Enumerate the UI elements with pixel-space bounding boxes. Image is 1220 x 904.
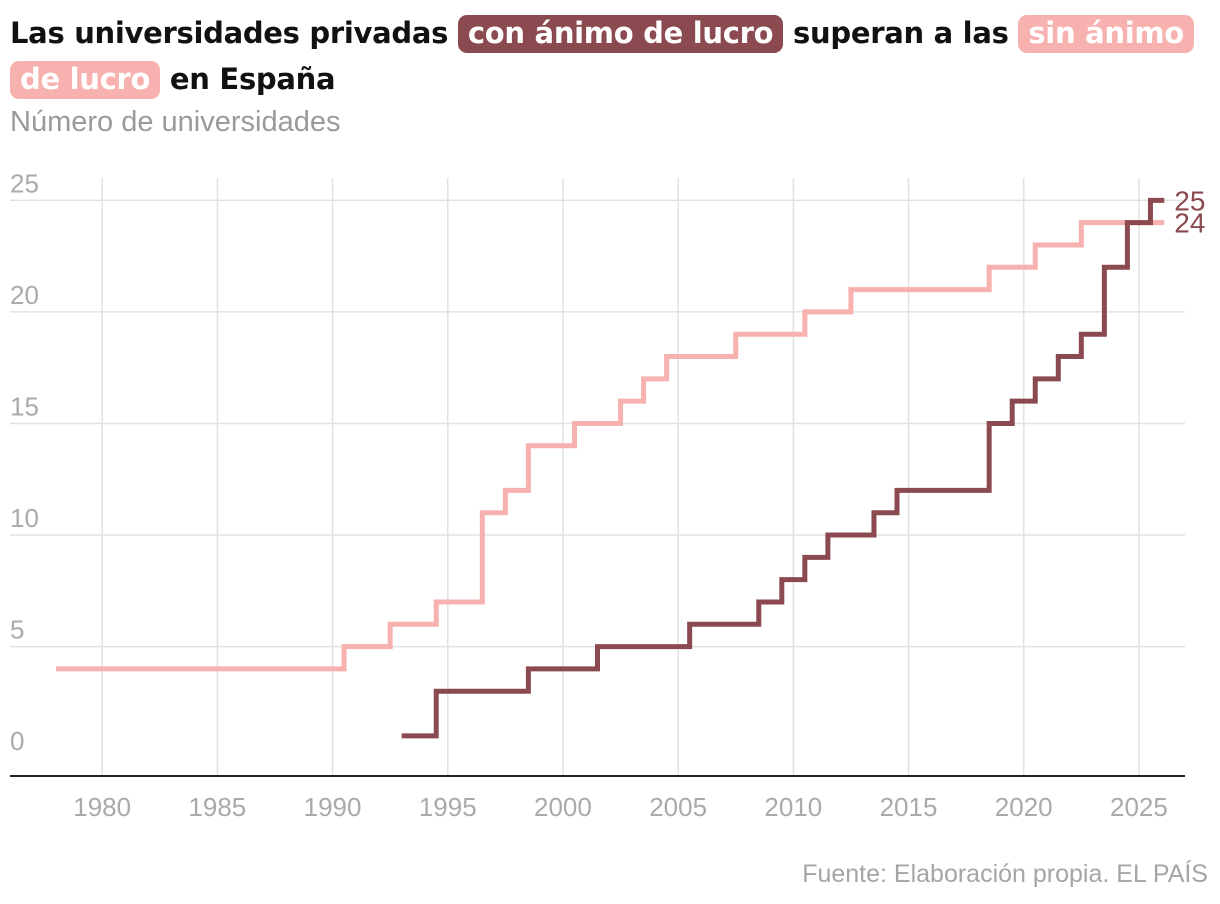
x-tick-label: 1985	[188, 792, 246, 822]
end-label-sin-lucro: 24	[1174, 208, 1205, 239]
y-tick-label: 5	[10, 615, 24, 645]
x-tick-label: 2015	[880, 792, 938, 822]
chart-subtitle: Número de universidades	[10, 106, 341, 138]
x-tick-label: 1995	[419, 792, 477, 822]
y-tick-label: 20	[10, 280, 39, 310]
x-tick-label: 1980	[73, 792, 131, 822]
end-label-con-lucro: 25	[1174, 185, 1205, 216]
series-line-sin-lucro	[56, 220, 1165, 672]
title-part-2: superan a las	[783, 16, 1019, 50]
title-part-3: en España	[160, 62, 336, 96]
title-highlight-con-lucro: con ánimo de lucro	[457, 15, 784, 53]
y-tick-label: 25	[10, 168, 39, 198]
chart-title: Las universidades privadas con ánimo de …	[10, 10, 1210, 102]
x-tick-label: 2020	[995, 792, 1053, 822]
x-tick-label: 1990	[304, 792, 362, 822]
source-note: Fuente: Elaboración propia. EL PAÍS	[802, 860, 1208, 888]
x-tick-label: 2005	[649, 792, 707, 822]
y-tick-label: 10	[10, 503, 39, 533]
y-tick-label: 15	[10, 391, 39, 421]
series-line-con-lucro	[401, 197, 1165, 739]
x-tick-label: 2010	[764, 792, 822, 822]
x-tick-label: 2025	[1110, 792, 1168, 822]
x-tick-label: 2000	[534, 792, 592, 822]
y-tick-label: 0	[10, 726, 24, 756]
title-part-1: Las universidades privadas	[10, 16, 458, 50]
